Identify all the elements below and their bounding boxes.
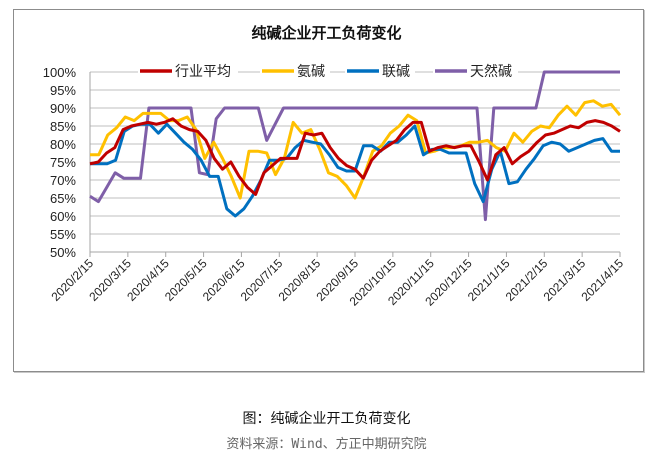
series-line <box>89 70 620 222</box>
chart-plot: 100% 95% 90% 85% 80% 75% 70% 65% 60% 55% 50% 2020/… <box>43 62 626 309</box>
gridlines <box>89 71 620 252</box>
chart-title: 纯碱企业开工负荷变化 <box>251 24 402 42</box>
x-axis: 2020/2/152020/3/152020/4/152020/5/152020… <box>48 251 626 309</box>
legend-label: 行业平均 <box>175 64 231 80</box>
y-tick-label: 95% <box>50 83 76 98</box>
source-note: 资料来源：Wind、方正中期研究院 <box>226 437 427 452</box>
y-tick-label: 85% <box>50 119 76 134</box>
series-line <box>90 99 622 200</box>
y-tick-label: 90% <box>50 101 76 116</box>
y-tick-label: 60% <box>50 209 76 224</box>
y-tick-label: 75% <box>50 155 76 170</box>
y-tick-label: 55% <box>50 227 76 242</box>
legend-label: 联碱 <box>382 64 410 80</box>
data-lines <box>89 70 622 222</box>
figure-caption: 图：纯碱企业开工负荷变化 <box>242 411 411 427</box>
series-line <box>89 117 621 196</box>
legend-label: 氨碱 <box>297 64 325 80</box>
y-tick-label: 50% <box>50 245 76 260</box>
x-tick-label: 2021/4/15 <box>578 256 626 304</box>
legend-label: 天然碱 <box>470 63 512 80</box>
y-tick-label: 80% <box>50 137 76 152</box>
y-axis-ticks: 100% 95% 90% 85% 80% 75% 70% 65% 60% 55% 50% <box>43 65 77 260</box>
legend: 行业平均 氨碱 联碱 天然碱 <box>138 62 518 80</box>
y-tick-label: 70% <box>50 173 76 188</box>
y-tick-label: 65% <box>50 191 76 206</box>
y-tick-label: 100% <box>43 65 77 80</box>
